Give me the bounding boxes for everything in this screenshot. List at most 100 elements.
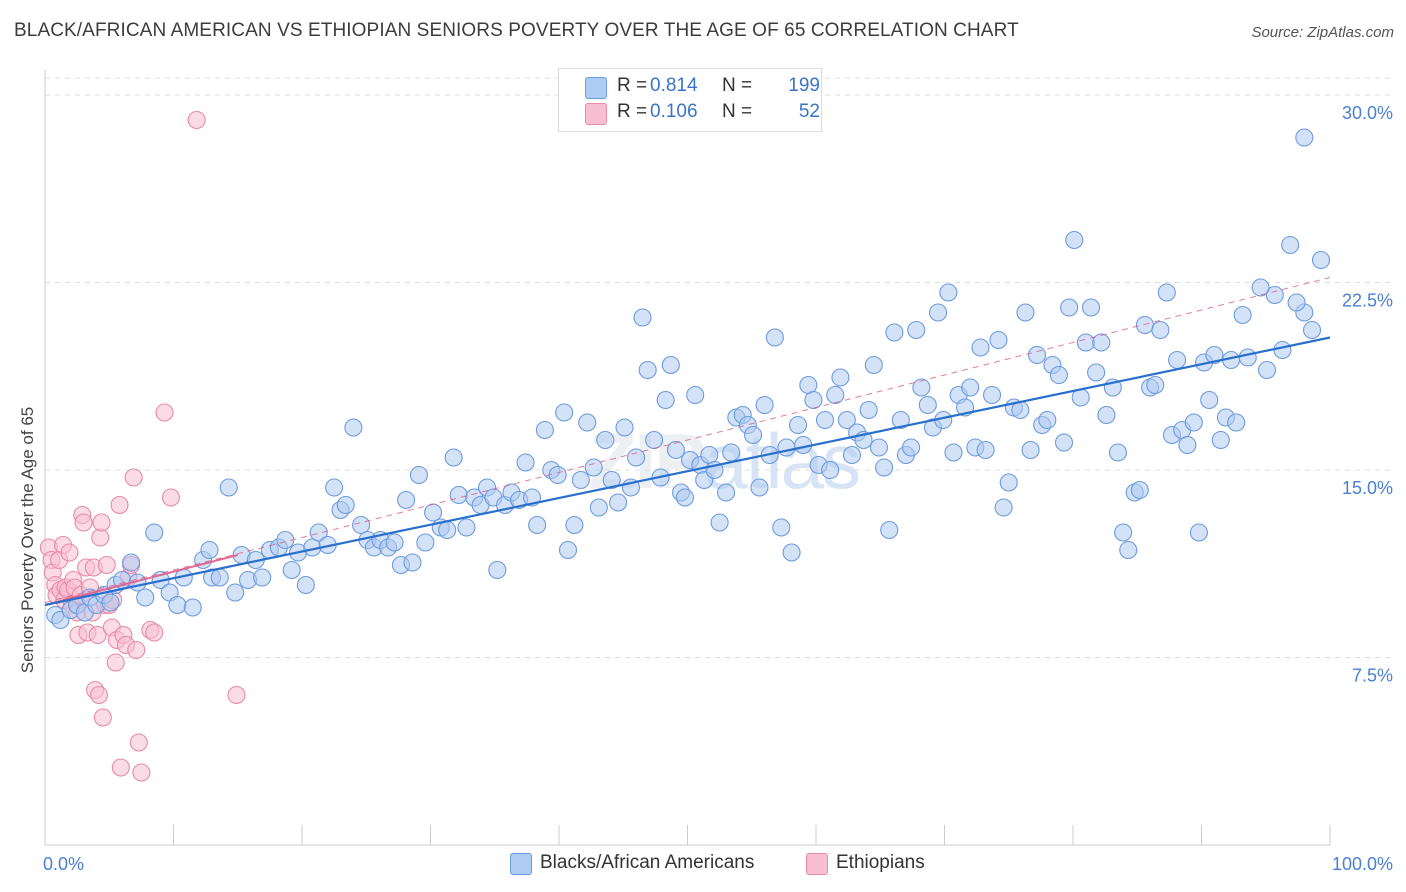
ethiopians-point (110, 495, 129, 515)
blacks-point (1065, 230, 1084, 250)
blacks-point (777, 438, 796, 457)
blacks-point (219, 478, 238, 497)
legend-label: Ethiopians (836, 852, 925, 873)
blacks-point (750, 478, 769, 497)
blacks-swatch (585, 77, 607, 99)
blacks-point (1119, 540, 1138, 560)
blacks-point (1233, 305, 1252, 325)
blacks-point (1097, 405, 1116, 425)
blacks-point (1108, 443, 1128, 462)
blacks-point (939, 283, 958, 302)
blacks-point (535, 420, 554, 440)
blacks-point (976, 440, 995, 460)
y-tick-label: 7.5% (1352, 666, 1393, 686)
blacks-point (656, 390, 675, 410)
blacks-point (558, 540, 578, 560)
blacks-point (989, 330, 1008, 350)
tick-labels: 7.5% 15.0% 22.5% 30.0% 0.0% 100.0% (43, 103, 1393, 874)
blacks-point (352, 515, 371, 535)
blacks-point (700, 445, 719, 465)
ethiopians-point (91, 528, 110, 547)
blacks-point (1211, 430, 1230, 450)
ethiopians-point (187, 110, 206, 130)
blacks-point (516, 453, 535, 472)
ethiopians-trend-line (44, 277, 1331, 603)
blacks-point (457, 518, 476, 537)
y-tick-label: 15.0% (1342, 478, 1393, 498)
blacks-point (944, 443, 963, 462)
series-legend: Blacks/African Americans Ethiopians (0, 852, 1406, 878)
blacks-point (902, 438, 921, 457)
blacks-point (282, 560, 301, 580)
blacks-point (596, 430, 615, 450)
blacks-point (101, 593, 120, 612)
blacks-point (336, 495, 355, 515)
blacks-point (1238, 348, 1257, 367)
blacks-point (1311, 250, 1331, 270)
blacks-point (615, 418, 634, 437)
blacks-point (528, 515, 547, 535)
blacks-point (864, 355, 883, 375)
blacks-point (578, 413, 597, 432)
blacks-point (1168, 350, 1187, 370)
blacks-point (1273, 340, 1292, 360)
blacks-point (409, 465, 428, 485)
blacks-point (226, 583, 245, 602)
blacks-point (885, 323, 904, 342)
blacks-point (1157, 283, 1176, 302)
blacks-point (743, 425, 763, 445)
blacks-point (309, 523, 328, 542)
blacks-point (1295, 128, 1314, 147)
blacks-point (1257, 360, 1277, 380)
blacks-point (918, 395, 937, 415)
blacks-point (772, 518, 791, 537)
blacks-point (821, 460, 840, 480)
ethiopians-point (127, 640, 146, 660)
r-value: 0.106 (650, 101, 698, 122)
ethiopians-point (227, 685, 246, 705)
blacks-point (1049, 365, 1068, 385)
n-label: N = (722, 101, 753, 122)
blacks-point (1114, 523, 1133, 542)
ethiopians-point (88, 625, 107, 645)
blacks-point (880, 520, 899, 540)
ethiopians-point (106, 653, 125, 672)
blacks-point (831, 368, 850, 387)
blacks-point (1184, 413, 1203, 432)
ethiopians-point (60, 543, 79, 562)
blacks-point (1135, 315, 1155, 335)
blacks-point (385, 533, 404, 552)
ethiopians-point (129, 733, 148, 752)
blacks-point (253, 568, 272, 587)
blacks-point (661, 355, 680, 375)
blacks-point (438, 520, 457, 540)
blacks-point (565, 515, 584, 535)
blacks-point (907, 320, 926, 340)
blacks-point (200, 540, 219, 560)
blacks-point (859, 400, 878, 420)
blacks-point (982, 385, 1002, 405)
blacks-point (891, 410, 910, 430)
x-tick-label: 100.0% (1332, 854, 1393, 874)
blacks-point (994, 498, 1013, 517)
blacks-point (609, 493, 628, 512)
blacks-point (1200, 390, 1219, 410)
blacks-point (804, 390, 823, 410)
blacks-point (815, 410, 835, 430)
blacks-point (869, 438, 889, 457)
blacks-point (1130, 480, 1149, 500)
blacks-point (1060, 298, 1079, 317)
ethiopians-point (145, 623, 164, 642)
blacks-point (912, 378, 931, 397)
gridlines (45, 77, 1394, 658)
blacks-point (788, 415, 808, 435)
blacks-trend-line (44, 336, 1331, 607)
blacks-point (136, 588, 155, 607)
blacks-point (584, 458, 603, 477)
blacks-point (210, 568, 229, 587)
y-axis-label: Seniors Poverty Over the Age of 65 (18, 406, 37, 674)
blacks-point (722, 443, 741, 462)
blacks-point (1081, 298, 1101, 317)
blacks-point (999, 473, 1018, 492)
